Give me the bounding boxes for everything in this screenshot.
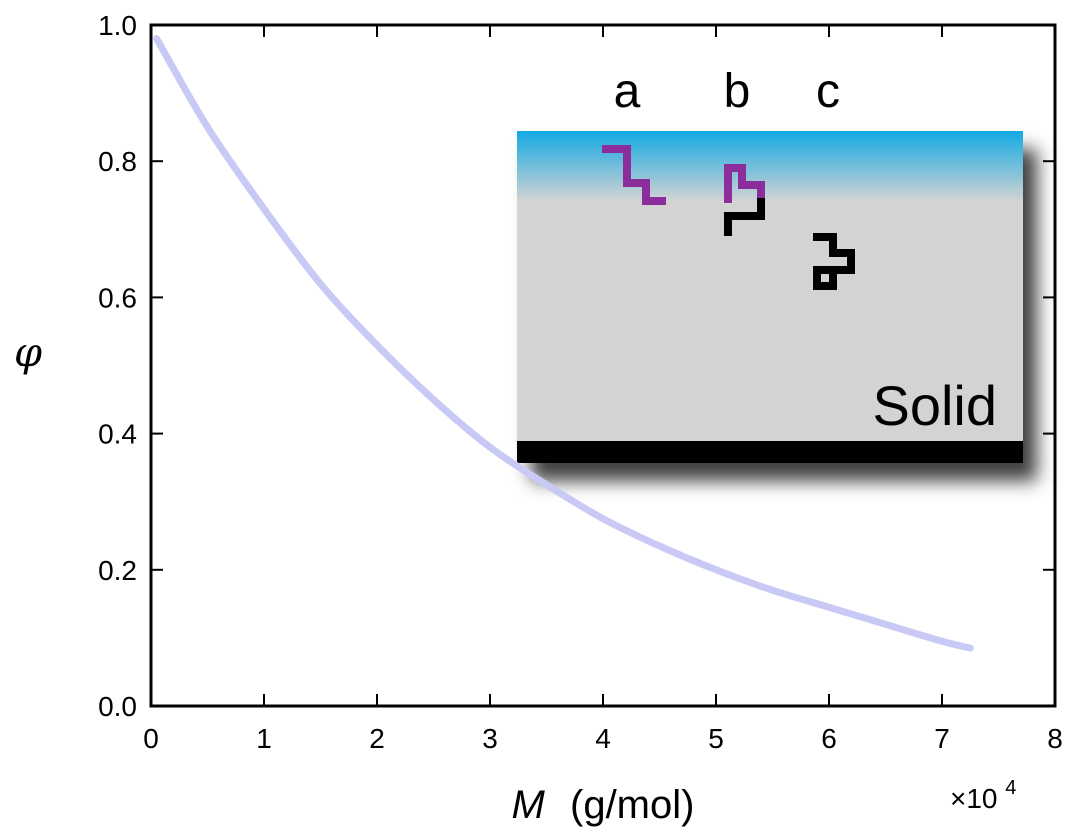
- x-tick-label: 8: [1047, 723, 1063, 754]
- series-line: [153, 35, 974, 652]
- y-ticks: 0.0 0.2 0.4 0.6 0.8 1.0: [98, 10, 1055, 722]
- x-tick-label: 3: [482, 723, 498, 754]
- y-tick-label: 0.2: [98, 555, 137, 586]
- x-tick-label: 5: [708, 723, 724, 754]
- substrate-bar: [517, 441, 1023, 463]
- x-tick-label: 1: [256, 723, 272, 754]
- inset-label-c: c: [816, 65, 840, 118]
- x-axis-title-symbol: M: [512, 783, 546, 827]
- x-ticks: 0 1 2 3 4 5 6 7 8: [143, 25, 1063, 754]
- x-tick-label: 2: [369, 723, 385, 754]
- chain-a: [602, 145, 666, 205]
- chain-c: [813, 233, 855, 290]
- x-axis-title-unit: (g/mol): [570, 783, 694, 827]
- x-tick-label: 4: [595, 723, 611, 754]
- y-tick-label: 0.0: [98, 691, 137, 722]
- y-tick-label: 0.6: [98, 282, 137, 313]
- chain-b-upper: [724, 164, 765, 206]
- y-tick-label: 1.0: [98, 10, 137, 41]
- x-axis-title: M (g/mol): [512, 783, 695, 827]
- fluid-region: [517, 131, 1023, 201]
- x-tick-label: 0: [143, 723, 159, 754]
- x-tick-label: 6: [821, 723, 837, 754]
- x-multiplier-base: ×10: [950, 783, 998, 814]
- y-axis-title: φ: [14, 330, 42, 376]
- solid-label: Solid: [872, 374, 997, 437]
- inset-label-b: b: [724, 65, 751, 118]
- x-multiplier-exponent: 4: [1005, 777, 1016, 799]
- inset-label-a: a: [614, 65, 641, 118]
- y-tick-label: 0.8: [98, 146, 137, 177]
- x-tick-label: 7: [934, 723, 950, 754]
- inset-schematic: Solid a b c: [517, 65, 1023, 463]
- x-multiplier: ×10 4: [950, 777, 1016, 814]
- chain-b-lower: [724, 198, 765, 236]
- y-tick-label: 0.4: [98, 419, 137, 450]
